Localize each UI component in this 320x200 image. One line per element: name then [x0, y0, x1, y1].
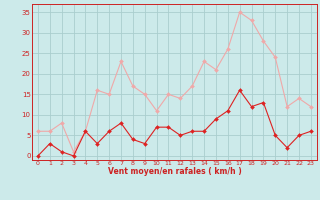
X-axis label: Vent moyen/en rafales ( km/h ): Vent moyen/en rafales ( km/h ) — [108, 167, 241, 176]
